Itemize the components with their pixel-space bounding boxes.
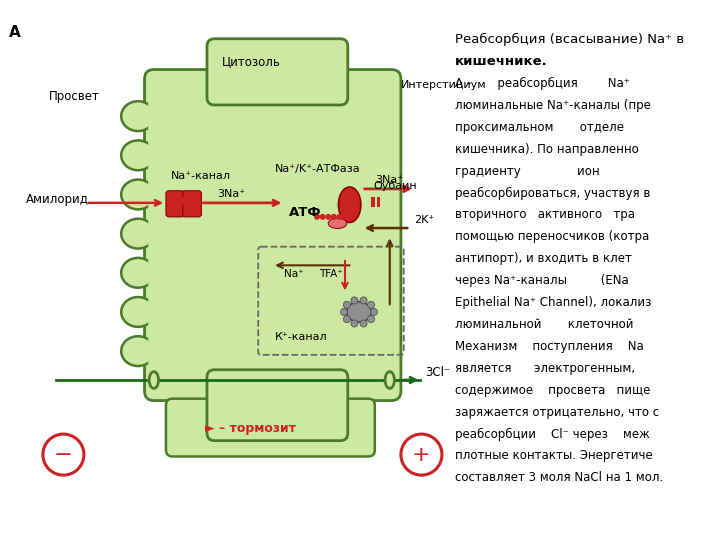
Text: Epithelial Na⁺ Channel), локализ: Epithelial Na⁺ Channel), локализ: [455, 296, 652, 309]
Ellipse shape: [338, 187, 361, 222]
Circle shape: [370, 308, 377, 315]
FancyBboxPatch shape: [166, 399, 375, 456]
FancyBboxPatch shape: [183, 191, 202, 217]
Text: антипорт), и входить в клет: антипорт), и входить в клет: [455, 252, 632, 265]
Text: Na⁺-канал: Na⁺-канал: [171, 171, 230, 180]
Text: помощью переносчиков (котра: помощью переносчиков (котра: [455, 231, 649, 244]
Circle shape: [343, 315, 351, 322]
Text: люминальные Na⁺-каналы (пре: люминальные Na⁺-каналы (пре: [455, 99, 651, 112]
Text: 3Сl⁻: 3Сl⁻: [426, 366, 451, 379]
Circle shape: [336, 214, 343, 220]
Text: реабсорбции    Cl⁻ через    меж: реабсорбции Cl⁻ через меж: [455, 428, 649, 441]
Circle shape: [351, 297, 358, 304]
Text: АТФ: АТФ: [289, 206, 322, 219]
Circle shape: [341, 308, 348, 315]
Text: плотные контакты. Энергетиче: плотные контакты. Энергетиче: [455, 449, 653, 462]
Bar: [371, 197, 375, 207]
Text: К⁺-канал: К⁺-канал: [275, 332, 328, 342]
FancyBboxPatch shape: [145, 70, 401, 401]
Ellipse shape: [121, 180, 155, 210]
Text: Na⁺/K⁺-АТФаза: Na⁺/K⁺-АТФаза: [275, 164, 361, 174]
FancyBboxPatch shape: [207, 39, 348, 105]
Circle shape: [320, 214, 325, 220]
Text: Реабсорбция (всасывание) Na⁺ в: Реабсорбция (всасывание) Na⁺ в: [455, 33, 684, 46]
Circle shape: [367, 315, 374, 322]
Text: составляет 3 моля NaCl на 1 мол.: составляет 3 моля NaCl на 1 мол.: [455, 471, 663, 484]
Ellipse shape: [149, 372, 158, 388]
Circle shape: [314, 214, 320, 220]
Text: через Na⁺-каналы         (ENa: через Na⁺-каналы (ENa: [455, 274, 629, 287]
Text: проксимальном       отделе: проксимальном отделе: [455, 121, 624, 134]
Text: содержимое    просвета   пище: содержимое просвета пище: [455, 384, 650, 397]
Text: Оубаин: Оубаин: [373, 181, 417, 191]
Ellipse shape: [347, 302, 371, 322]
Text: 2K⁺: 2K⁺: [414, 215, 434, 225]
Text: А -       реабсорбция        Na⁺: А - реабсорбция Na⁺: [455, 77, 630, 90]
Ellipse shape: [385, 372, 395, 388]
Ellipse shape: [328, 218, 347, 228]
Bar: [377, 197, 380, 207]
Text: кишечнике.: кишечнике.: [455, 55, 548, 68]
Text: Просвет: Просвет: [48, 90, 99, 103]
Text: Амилорид: Амилорид: [26, 193, 89, 206]
Text: реабсорбироваться, участвуя в: реабсорбироваться, участвуя в: [455, 186, 650, 200]
Text: является      электрогенным,: является электрогенным,: [455, 362, 635, 375]
FancyBboxPatch shape: [166, 191, 184, 217]
Text: Механизм    поступления    Na: Механизм поступления Na: [455, 340, 644, 353]
FancyBboxPatch shape: [207, 370, 348, 441]
Text: TFA⁺: TFA⁺: [319, 268, 343, 279]
Text: 3Na⁺: 3Na⁺: [375, 176, 403, 185]
Text: Интерстициум: Интерстициум: [401, 80, 487, 90]
Circle shape: [325, 214, 331, 220]
Ellipse shape: [121, 336, 155, 366]
Text: заряжается отрицательно, что с: заряжается отрицательно, что с: [455, 406, 659, 419]
Ellipse shape: [121, 101, 155, 131]
Text: вторичного   активного   тра: вторичного активного тра: [455, 208, 635, 221]
Text: Цитозоль: Цитозоль: [222, 55, 282, 68]
Text: 3Na⁺: 3Na⁺: [217, 190, 246, 199]
FancyBboxPatch shape: [148, 73, 397, 397]
Ellipse shape: [121, 140, 155, 170]
Ellipse shape: [121, 297, 155, 327]
Ellipse shape: [121, 258, 155, 288]
Text: ► – тормозит: ► – тормозит: [205, 422, 296, 435]
Text: А: А: [9, 25, 21, 40]
Text: кишечника). По направленно: кишечника). По направленно: [455, 143, 639, 156]
Ellipse shape: [121, 219, 155, 248]
Circle shape: [360, 297, 367, 304]
Text: Na⁺: Na⁺: [284, 268, 304, 279]
Text: +: +: [412, 444, 431, 464]
Text: люминальной       клеточной: люминальной клеточной: [455, 318, 634, 331]
Circle shape: [343, 301, 351, 308]
Circle shape: [351, 320, 358, 327]
Circle shape: [330, 214, 337, 220]
Circle shape: [342, 214, 348, 220]
Circle shape: [360, 320, 367, 327]
Circle shape: [367, 301, 374, 308]
Text: −: −: [54, 444, 73, 464]
Text: градиенту               ион: градиенту ион: [455, 165, 600, 178]
